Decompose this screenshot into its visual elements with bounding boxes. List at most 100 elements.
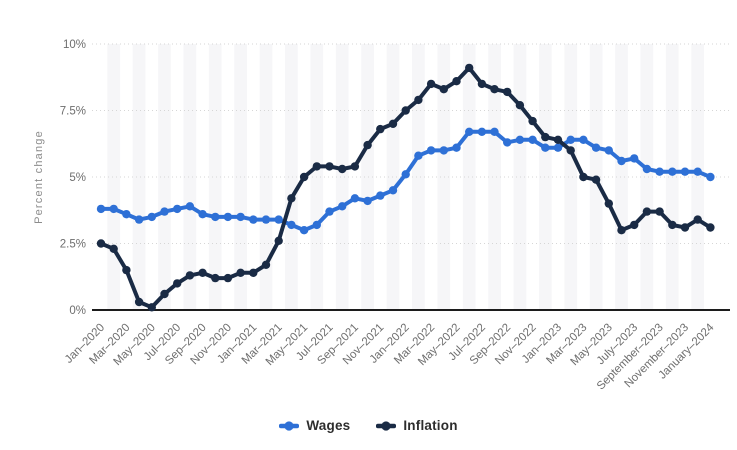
wages-point [566, 135, 575, 144]
inflation-point [223, 273, 233, 283]
wages-point [503, 138, 512, 147]
inflation-point [680, 223, 690, 232]
wages-point [439, 146, 448, 155]
wages-point [211, 212, 220, 222]
wages-point [147, 212, 156, 222]
wages-point [198, 210, 207, 219]
inflation-point [668, 220, 677, 230]
wages-point [452, 143, 461, 152]
wages-point [642, 164, 652, 174]
inflation-point [134, 297, 144, 307]
y-tick-label: 0% [69, 305, 86, 317]
inflation-point [604, 199, 613, 208]
wages-point [363, 196, 372, 206]
wages-point [185, 202, 195, 211]
inflation-point [630, 220, 639, 230]
wages-point [541, 143, 550, 152]
inflation-point [426, 79, 436, 89]
wages-point [465, 127, 474, 136]
y-axis-title: Percent change [33, 130, 45, 224]
wages-point [668, 167, 677, 176]
inflation-point [414, 95, 423, 105]
inflation-point [261, 260, 271, 269]
wages-point [376, 191, 385, 200]
inflation-point [591, 175, 601, 184]
plot-stripe [259, 44, 273, 310]
wages-point [579, 135, 588, 144]
inflation-point [388, 119, 398, 128]
inflation-point [528, 116, 537, 126]
wages-point [236, 212, 245, 222]
inflation-point [147, 303, 156, 312]
legend-item-wages[interactable]: Wages [279, 418, 350, 433]
wages-point [655, 167, 664, 176]
legend-label-inflation: Inflation [403, 418, 458, 433]
wages-point [426, 146, 436, 155]
plot-stripe [488, 44, 501, 310]
inflation-point [249, 268, 258, 277]
inflation-point [211, 273, 220, 283]
plot-stripe [208, 44, 222, 310]
wages-point [553, 143, 563, 152]
wages-point [414, 151, 423, 160]
wages-point [490, 127, 499, 136]
legend-item-inflation[interactable]: Inflation [376, 418, 457, 433]
inflation-point [198, 268, 207, 277]
inflation-point [185, 271, 195, 280]
plot-stripe [335, 44, 349, 310]
wages-point [160, 207, 169, 216]
wages-point [223, 212, 233, 222]
inflation-point [693, 215, 702, 224]
plot-stripe [132, 44, 146, 310]
plot-stripe [615, 44, 628, 310]
wages-point [591, 143, 601, 152]
inflation-point [617, 226, 626, 235]
inflation-point [299, 172, 309, 182]
inflation-point [465, 63, 474, 73]
inflation-point [655, 207, 664, 216]
chart-legend: Wages Inflation [0, 418, 737, 433]
wages-point [693, 167, 702, 176]
plot-stripe [564, 44, 578, 310]
inflation-point [338, 164, 347, 174]
inflation-point [236, 268, 245, 277]
inflation-point [274, 236, 283, 245]
inflation-point [579, 172, 588, 182]
wages-legend-marker [279, 420, 300, 432]
wages-point [401, 170, 410, 179]
wages-point [299, 226, 309, 235]
plot-stripe [285, 44, 298, 310]
y-tick-label: 7.5% [60, 106, 86, 118]
wages-point [477, 127, 487, 136]
inflation-point [642, 207, 652, 216]
inflation-point [325, 162, 334, 171]
wages-point [134, 215, 144, 224]
inflation-point [350, 162, 360, 171]
inflation-point [160, 289, 169, 299]
legend-label-wages: Wages [306, 418, 351, 433]
inflation-point [312, 162, 321, 171]
wages-point [96, 204, 106, 214]
wages-point [249, 215, 258, 224]
wages-point [515, 135, 525, 144]
inflation-point [96, 239, 106, 248]
wages-point [528, 135, 537, 144]
wages-vs-inflation-line-chart: 0%2.5%5%7.5%10%Percent changeJan–2020Mar… [33, 39, 730, 393]
inflation-point [490, 85, 499, 94]
plot-stripe [640, 44, 654, 310]
wages-point [338, 202, 347, 211]
wages-point [325, 207, 334, 216]
inflation-point [401, 106, 410, 115]
plot-stripe [183, 44, 197, 310]
wages-point [350, 194, 360, 203]
inflation-point [515, 101, 525, 110]
inflation-point [122, 265, 131, 275]
inflation-point [477, 79, 487, 89]
wages-point [109, 204, 118, 214]
y-tick-label: 10% [63, 39, 86, 51]
inflation-legend-marker [376, 420, 397, 432]
wages-point [706, 172, 715, 182]
wages-point [312, 220, 321, 230]
inflation-point [363, 140, 372, 150]
